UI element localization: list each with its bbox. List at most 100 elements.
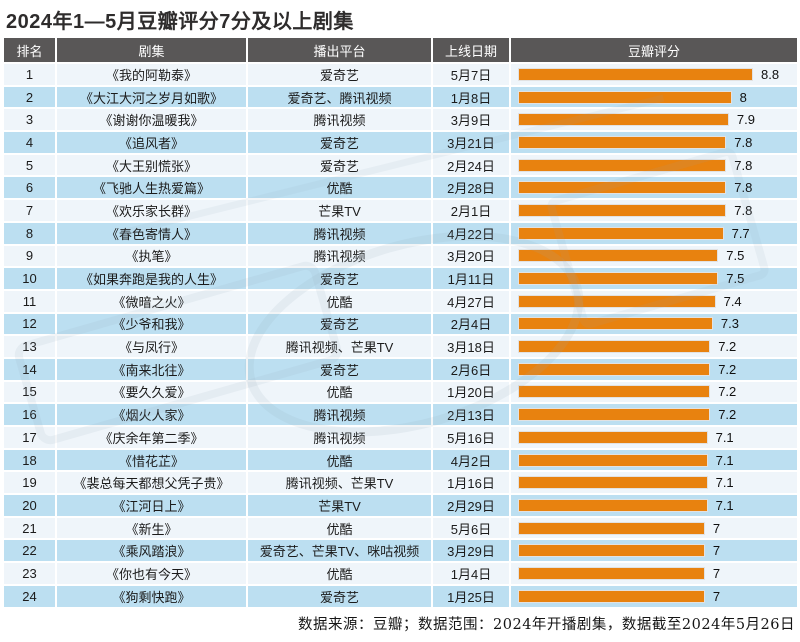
rank-cell: 4 xyxy=(4,132,55,153)
drama-title-cell: 《大王别慌张》 xyxy=(57,154,246,176)
rank-cell: 3 xyxy=(4,109,55,131)
rating-cell: 7.3 xyxy=(511,313,797,335)
table-row: 21 《新生》 优酷 5月6日 7 xyxy=(4,517,797,539)
rating-cell: 7.1 xyxy=(511,472,797,494)
rating-bar xyxy=(518,67,753,81)
drama-title-cell: 《微暗之火》 xyxy=(57,290,246,312)
column-header-platform: 播出平台 xyxy=(248,38,431,62)
drama-title-cell: 《春色寄情人》 xyxy=(57,222,246,244)
table-row: 15 《要久久爱》 优酷 1月20日 7.2 xyxy=(4,381,797,403)
column-header-drama: 剧集 xyxy=(57,38,246,62)
table-row: 14 《南来北往》 爱奇艺 2月6日 7.2 xyxy=(4,358,797,380)
rating-cell: 7.1 xyxy=(511,449,797,471)
page-title: 2024年1—5月豆瓣评分7分及以上剧集 xyxy=(6,11,354,33)
release-date-cell: 1月25日 xyxy=(433,585,509,607)
drama-title-cell: 《要久久爱》 xyxy=(57,381,246,403)
platform-cell: 腾讯视频 xyxy=(248,109,431,131)
drama-title-cell: 《狗剩快跑》 xyxy=(57,585,246,607)
drama-title-cell: 《少爷和我》 xyxy=(57,313,246,335)
release-date-cell: 5月6日 xyxy=(433,517,509,539)
drama-title-cell: 《与凤行》 xyxy=(57,336,246,357)
release-date-cell: 5月7日 xyxy=(433,64,509,85)
rating-cell: 7.8 xyxy=(511,200,797,221)
rating-value: 7 xyxy=(712,565,721,581)
rank-cell: 5 xyxy=(4,154,55,176)
table-row: 10 《如果奔跑是我的人生》 爱奇艺 1月11日 7.5 xyxy=(4,268,797,289)
platform-cell: 优酷 xyxy=(248,290,431,312)
table-body: 1 《我的阿勒泰》 爱奇艺 5月7日 8.8 2 《大江大河之岁月如歌》 爱奇艺… xyxy=(4,64,797,607)
rating-value: 7.5 xyxy=(726,271,745,287)
drama-title-cell: 《我的阿勒泰》 xyxy=(57,64,246,85)
rating-bar xyxy=(518,521,705,535)
rank-cell: 24 xyxy=(4,585,55,607)
table-row: 12 《少爷和我》 爱奇艺 2月4日 7.3 xyxy=(4,313,797,335)
drama-title-cell: 《飞驰人生热爱篇》 xyxy=(57,177,246,199)
rating-bar xyxy=(518,317,713,331)
rank-cell: 14 xyxy=(4,358,55,380)
release-date-cell: 1月4日 xyxy=(433,563,509,584)
release-date-cell: 3月9日 xyxy=(433,109,509,131)
platform-cell: 优酷 xyxy=(248,449,431,471)
platform-cell: 爱奇艺 xyxy=(248,154,431,176)
rating-bar xyxy=(518,498,708,512)
platform-cell: 爱奇艺 xyxy=(248,64,431,85)
rating-bar xyxy=(518,90,732,104)
rating-bar xyxy=(518,272,719,286)
drama-title-cell: 《裴总每天都想父凭子贵》 xyxy=(57,472,246,494)
rating-cell: 7 xyxy=(511,540,797,562)
table-row: 19 《裴总每天都想父凭子贵》 腾讯视频、芒果TV 1月16日 7.1 xyxy=(4,472,797,494)
table-row: 1 《我的阿勒泰》 爱奇艺 5月7日 8.8 xyxy=(4,64,797,85)
table-row: 6 《飞驰人生热爱篇》 优酷 2月28日 7.8 xyxy=(4,177,797,199)
rating-cell: 7.1 xyxy=(511,495,797,516)
drama-title-cell: 《执笔》 xyxy=(57,245,246,267)
rating-value: 8 xyxy=(739,89,747,105)
release-date-cell: 2月29日 xyxy=(433,495,509,516)
rating-bar xyxy=(518,385,711,399)
platform-cell: 爱奇艺、芒果TV、咪咕视频 xyxy=(248,540,431,562)
rating-bar xyxy=(518,340,711,354)
rating-cell: 7.2 xyxy=(511,404,797,425)
rating-value: 7.1 xyxy=(715,497,734,513)
rating-cell: 7.8 xyxy=(511,177,797,199)
drama-title-cell: 《欢乐家长群》 xyxy=(57,200,246,221)
rating-cell: 7.2 xyxy=(511,336,797,357)
table-header-row: 排名 剧集 播出平台 上线日期 豆瓣评分 xyxy=(4,38,797,62)
rating-value: 7.2 xyxy=(718,384,737,400)
release-date-cell: 2月1日 xyxy=(433,200,509,221)
rating-cell: 7 xyxy=(511,563,797,584)
rating-value: 7.2 xyxy=(718,339,737,355)
drama-title-cell: 《如果奔跑是我的人生》 xyxy=(57,268,246,289)
rating-cell: 7.7 xyxy=(511,222,797,244)
rating-bar xyxy=(518,181,727,195)
release-date-cell: 4月27日 xyxy=(433,290,509,312)
release-date-cell: 1月16日 xyxy=(433,472,509,494)
rating-value: 7.1 xyxy=(715,475,734,491)
rank-cell: 6 xyxy=(4,177,55,199)
rank-cell: 23 xyxy=(4,563,55,584)
rating-cell: 7 xyxy=(511,585,797,607)
rating-bar xyxy=(518,158,727,172)
table-row: 17 《庆余年第二季》 腾讯视频 5月16日 7.1 xyxy=(4,427,797,448)
rank-cell: 9 xyxy=(4,245,55,267)
rank-cell: 12 xyxy=(4,313,55,335)
drama-title-cell: 《追风者》 xyxy=(57,132,246,153)
platform-cell: 腾讯视频、芒果TV xyxy=(248,336,431,357)
release-date-cell: 4月22日 xyxy=(433,222,509,244)
rating-value: 7.8 xyxy=(734,134,753,150)
rating-cell: 7.8 xyxy=(511,132,797,153)
release-date-cell: 3月21日 xyxy=(433,132,509,153)
release-date-cell: 4月2日 xyxy=(433,449,509,471)
rating-value: 7.2 xyxy=(718,407,737,423)
platform-cell: 爱奇艺 xyxy=(248,358,431,380)
rating-bar xyxy=(518,226,724,240)
release-date-cell: 1月20日 xyxy=(433,381,509,403)
platform-cell: 优酷 xyxy=(248,563,431,584)
rating-value: 7.4 xyxy=(723,293,742,309)
rating-bar xyxy=(518,476,708,490)
rating-value: 7.8 xyxy=(734,202,753,218)
drama-title-cell: 《乘风踏浪》 xyxy=(57,540,246,562)
rating-bar xyxy=(518,362,711,376)
drama-title-cell: 《新生》 xyxy=(57,517,246,539)
release-date-cell: 3月18日 xyxy=(433,336,509,357)
platform-cell: 芒果TV xyxy=(248,200,431,221)
